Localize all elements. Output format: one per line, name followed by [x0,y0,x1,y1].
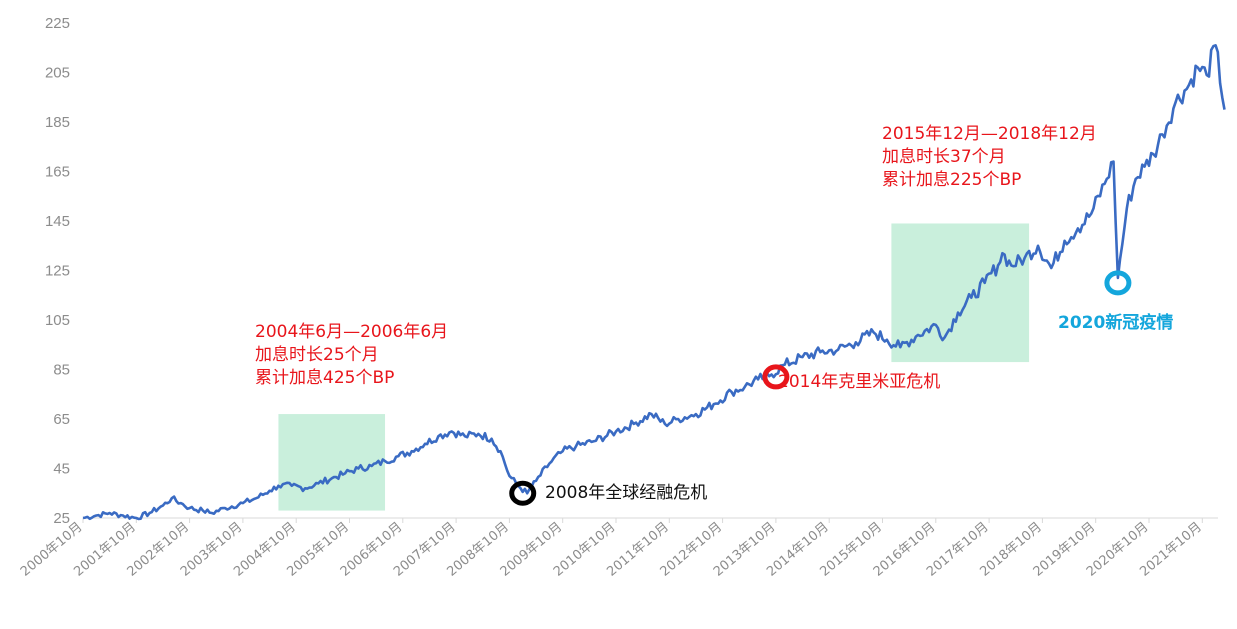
annotation-line: 2020新冠疫情 [1058,313,1174,333]
annotation-line: 加息时长37个月 [882,147,1006,167]
annotation-rate-hike-2015: 2015年12月—2018年12月 加息时长37个月 累计加息225个BP [882,123,1097,192]
event-marker-ring [1104,270,1132,296]
annotation-rate-hike-2004: 2004年6月—2006年6月 加息时长25个月 累计加息425个BP [255,321,448,390]
annotation-line: 2008年全球经融危机 [545,483,708,503]
y-tick-label: 25 [53,510,70,527]
annotation-line: 加息时长25个月 [255,345,379,365]
annotation-covid-2020: 2020新冠疫情 [1058,312,1173,335]
event-marker-ring [509,480,537,506]
y-tick-label: 185 [45,114,70,131]
event-markers [509,270,1132,506]
y-tick-label: 225 [45,15,70,32]
y-tick-label: 125 [45,263,70,280]
series-line [82,44,1226,521]
annotation-line: 累计加息225个BP [882,170,1022,190]
event-marker-ring [762,364,790,390]
y-tick-label: 205 [45,65,70,82]
annotation-crisis-2008: 2008年全球经融危机 [545,482,707,505]
y-tick-label: 85 [53,362,70,379]
x-axis-tick-marks [82,518,1203,523]
y-tick-label: 165 [45,164,70,181]
y-tick-label: 145 [45,213,70,230]
y-axis-ticks: 25 45 65 85 105 125 145 165 185 205 225 [45,15,70,527]
y-tick-label: 105 [45,312,70,329]
x-axis-ticks: 2000年10月2001年10月2002年10月2003年10月2004年10月… [18,520,1205,580]
y-tick-label: 45 [53,461,70,478]
annotation-line: 累计加息425个BP [255,368,395,388]
annotation-crimea-2014: 2014年克里米亚危机 [778,371,940,394]
annotation-line: 2015年12月—2018年12月 [882,124,1097,144]
y-tick-label: 65 [53,411,70,428]
shaded-region [278,414,386,511]
annotation-line: 2014年克里米亚危机 [778,372,941,392]
annotation-line: 2004年6月—2006年6月 [255,322,449,342]
